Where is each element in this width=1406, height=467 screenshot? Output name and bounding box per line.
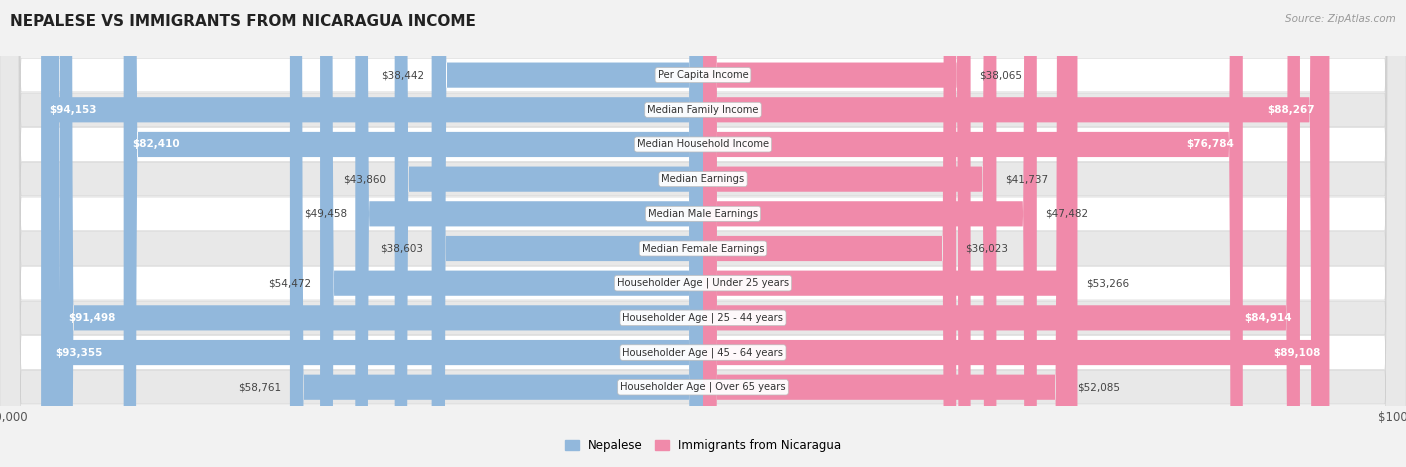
FancyBboxPatch shape [703, 0, 1301, 467]
Text: $49,458: $49,458 [304, 209, 347, 219]
FancyBboxPatch shape [703, 0, 1069, 467]
Text: $76,784: $76,784 [1187, 140, 1234, 149]
Text: Householder Age | 25 - 44 years: Householder Age | 25 - 44 years [623, 312, 783, 323]
Text: $43,860: $43,860 [343, 174, 387, 184]
FancyBboxPatch shape [60, 0, 703, 467]
FancyBboxPatch shape [703, 0, 1323, 467]
Text: Median Earnings: Median Earnings [661, 174, 745, 184]
FancyBboxPatch shape [703, 0, 1330, 467]
Text: Median Female Earnings: Median Female Earnings [641, 243, 765, 254]
FancyBboxPatch shape [432, 0, 703, 467]
Text: NEPALESE VS IMMIGRANTS FROM NICARAGUA INCOME: NEPALESE VS IMMIGRANTS FROM NICARAGUA IN… [10, 14, 475, 29]
Text: Median Household Income: Median Household Income [637, 140, 769, 149]
FancyBboxPatch shape [703, 0, 1077, 467]
FancyBboxPatch shape [124, 0, 703, 467]
Text: Householder Age | 45 - 64 years: Householder Age | 45 - 64 years [623, 347, 783, 358]
Text: $47,482: $47,482 [1045, 209, 1088, 219]
FancyBboxPatch shape [703, 0, 1243, 467]
Text: Per Capita Income: Per Capita Income [658, 70, 748, 80]
Text: $36,023: $36,023 [965, 243, 1008, 254]
FancyBboxPatch shape [703, 0, 956, 467]
Text: Median Male Earnings: Median Male Earnings [648, 209, 758, 219]
Text: $82,410: $82,410 [132, 140, 180, 149]
Text: Householder Age | Over 65 years: Householder Age | Over 65 years [620, 382, 786, 392]
Text: $41,737: $41,737 [1005, 174, 1047, 184]
Text: Median Family Income: Median Family Income [647, 105, 759, 115]
FancyBboxPatch shape [395, 0, 703, 467]
FancyBboxPatch shape [703, 0, 970, 467]
Text: $53,266: $53,266 [1085, 278, 1129, 288]
FancyBboxPatch shape [433, 0, 703, 467]
Text: $94,153: $94,153 [49, 105, 97, 115]
Text: $52,085: $52,085 [1077, 382, 1121, 392]
Text: $93,355: $93,355 [55, 347, 103, 358]
Text: $54,472: $54,472 [269, 278, 312, 288]
Text: Source: ZipAtlas.com: Source: ZipAtlas.com [1285, 14, 1396, 24]
Legend: Nepalese, Immigrants from Nicaragua: Nepalese, Immigrants from Nicaragua [560, 434, 846, 456]
FancyBboxPatch shape [703, 0, 997, 467]
Text: $38,065: $38,065 [979, 70, 1022, 80]
FancyBboxPatch shape [356, 0, 703, 467]
Text: $38,442: $38,442 [381, 70, 425, 80]
Text: $38,603: $38,603 [380, 243, 423, 254]
FancyBboxPatch shape [703, 0, 1036, 467]
FancyBboxPatch shape [46, 0, 703, 467]
Text: $89,108: $89,108 [1274, 347, 1322, 358]
FancyBboxPatch shape [321, 0, 703, 467]
Text: $91,498: $91,498 [69, 313, 115, 323]
Text: $58,761: $58,761 [239, 382, 281, 392]
Text: Householder Age | Under 25 years: Householder Age | Under 25 years [617, 278, 789, 289]
FancyBboxPatch shape [41, 0, 703, 467]
FancyBboxPatch shape [290, 0, 703, 467]
Text: $88,267: $88,267 [1267, 105, 1315, 115]
Text: $84,914: $84,914 [1244, 313, 1292, 323]
